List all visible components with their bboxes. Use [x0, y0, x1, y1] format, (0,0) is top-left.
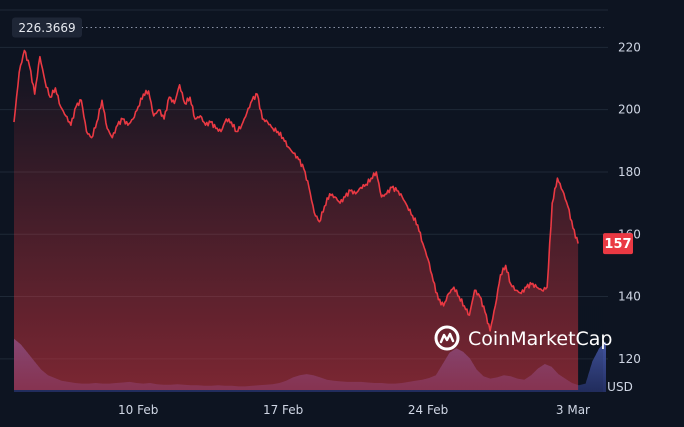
y-axis-unit: USD [607, 380, 633, 394]
x-tick-3: 3 Mar [556, 403, 590, 417]
max-price-line: 226.3669 [12, 17, 604, 38]
watermark-brand: CoinMarketCap [468, 328, 613, 350]
x-tick-2: 24 Feb [408, 403, 448, 417]
y-axis-ticks: 120140160180200220 [618, 40, 641, 365]
y-tick-200: 200 [618, 103, 641, 117]
max-label-bg [12, 17, 82, 38]
coinmarketcap-watermark: CoinMarketCap [434, 325, 613, 351]
y-tick-220: 220 [618, 40, 641, 54]
coinmarketcap-logo-icon [434, 325, 460, 351]
price-area-fill [14, 50, 579, 390]
y-tick-180: 180 [618, 165, 641, 179]
price-area [14, 50, 579, 390]
price-series-line [13, 49, 579, 332]
x-axis-ticks: 10 Feb 17 Feb 24 Feb 3 Mar [118, 403, 590, 417]
x-tick-0: 10 Feb [118, 403, 158, 417]
max-price-label: 226.3669 [18, 21, 75, 35]
y-tick-120: 120 [618, 352, 641, 366]
x-tick-1: 17 Feb [263, 403, 303, 417]
current-price-badge: 157 [603, 233, 633, 255]
price-line [13, 49, 579, 332]
current-price-label: 157 [604, 237, 631, 252]
y-tick-140: 140 [618, 290, 641, 304]
